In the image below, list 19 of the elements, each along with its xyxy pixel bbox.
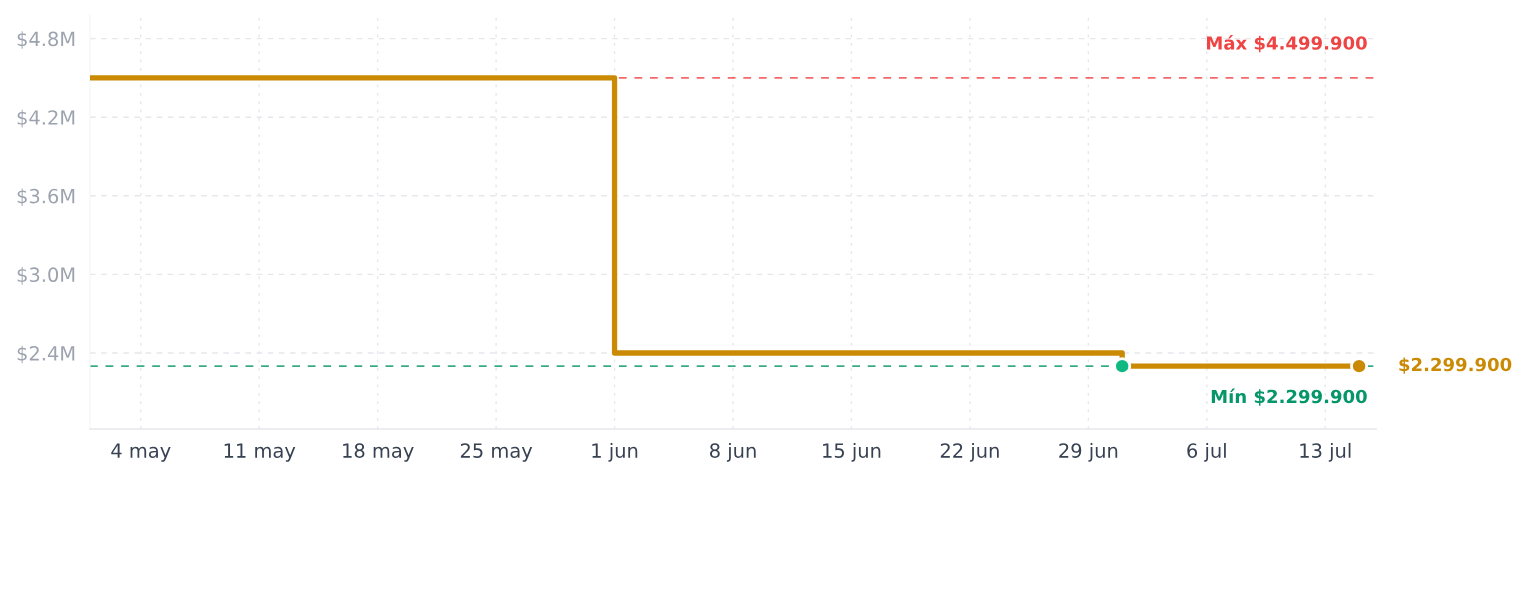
ref-line-label: Máx $4.499.900 bbox=[1207, 35, 1367, 53]
y-tick-label: $4.2M bbox=[17, 109, 75, 128]
annotation: $2.299.900 bbox=[1399, 357, 1512, 374]
x-tick-label: 22 jun bbox=[940, 442, 999, 462]
x-tick-label: 1 jun bbox=[592, 442, 638, 462]
x-tick-label: 15 jun bbox=[823, 442, 881, 462]
x-tick-label: 25 may bbox=[460, 443, 533, 462]
y-tick-label: $2.4M bbox=[17, 345, 75, 364]
ref-line-label: Mín $2.299.900 bbox=[1211, 388, 1367, 406]
x-tick-label: 18 may bbox=[343, 443, 414, 462]
y-tick-label: $4.8M bbox=[17, 31, 75, 49]
x-tick-label: 11 may bbox=[224, 443, 296, 462]
x-tick-label: 13 jul bbox=[1300, 442, 1351, 462]
y-tick-label: $3.6M bbox=[17, 188, 75, 207]
x-tick-label: 6 jul bbox=[1187, 442, 1226, 462]
y-tick-label: $3.0M bbox=[17, 267, 75, 285]
x-tick-label: 29 jun bbox=[1059, 442, 1118, 462]
x-tick-label: 8 jun bbox=[710, 442, 756, 462]
x-tick-label: 4 may bbox=[111, 443, 171, 462]
